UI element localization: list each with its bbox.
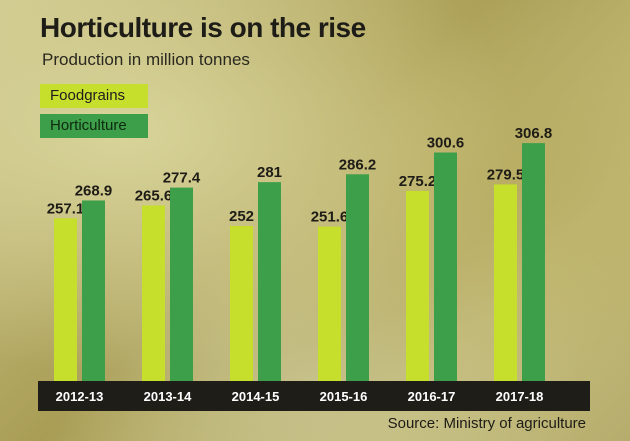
- bar-horticulture-2015-16: [346, 174, 369, 381]
- bar-foodgrains-2017-18: [494, 184, 517, 381]
- x-tick-label-2013-14: 2013-14: [144, 389, 192, 404]
- bar-foodgrains-2016-17: [406, 190, 429, 381]
- bar-horticulture-2012-13: [82, 200, 105, 381]
- chart-title: Horticulture is on the rise: [40, 12, 366, 43]
- chart-subtitle: Production in million tonnes: [42, 50, 250, 69]
- data-label-foodgrains-2016-17: 275.2: [399, 173, 437, 190]
- bar-horticulture-2016-17: [434, 152, 457, 381]
- data-label-horticulture-2013-14: 277.4: [163, 170, 201, 187]
- x-tick-label-2017-18: 2017-18: [496, 389, 544, 404]
- bar-foodgrains-2013-14: [142, 205, 165, 381]
- x-axis-band: [38, 381, 590, 411]
- bar-foodgrains-2012-13: [54, 218, 77, 381]
- source-note: Source: Ministry of agriculture: [387, 415, 586, 432]
- data-label-foodgrains-2015-16: 251.6: [311, 209, 349, 226]
- x-tick-label-2012-13: 2012-13: [56, 389, 104, 404]
- data-label-foodgrains-2013-14: 265.6: [135, 187, 173, 204]
- bar-horticulture-2017-18: [522, 143, 545, 381]
- x-tick-label-2015-16: 2015-16: [320, 389, 368, 404]
- bar-foodgrains-2014-15: [230, 226, 253, 381]
- data-label-foodgrains-2017-18: 279.5: [487, 166, 525, 183]
- bar-foodgrains-2015-16: [318, 226, 341, 381]
- data-label-horticulture-2014-15: 281: [257, 164, 282, 181]
- data-label-foodgrains-2012-13: 257.1: [47, 200, 85, 217]
- legend-foodgrains: Foodgrains: [40, 84, 148, 108]
- data-label-horticulture-2012-13: 268.9: [75, 182, 113, 199]
- legend-horticulture: Horticulture: [40, 114, 148, 138]
- bar-horticulture-2013-14: [170, 187, 193, 381]
- bar-horticulture-2014-15: [258, 182, 281, 381]
- x-tick-label-2014-15: 2014-15: [232, 389, 280, 404]
- data-label-horticulture-2015-16: 286.2: [339, 156, 377, 173]
- data-label-horticulture-2017-18: 306.8: [515, 125, 553, 142]
- data-label-foodgrains-2014-15: 252: [229, 208, 254, 225]
- data-label-horticulture-2016-17: 300.6: [427, 135, 465, 152]
- x-tick-label-2016-17: 2016-17: [408, 389, 456, 404]
